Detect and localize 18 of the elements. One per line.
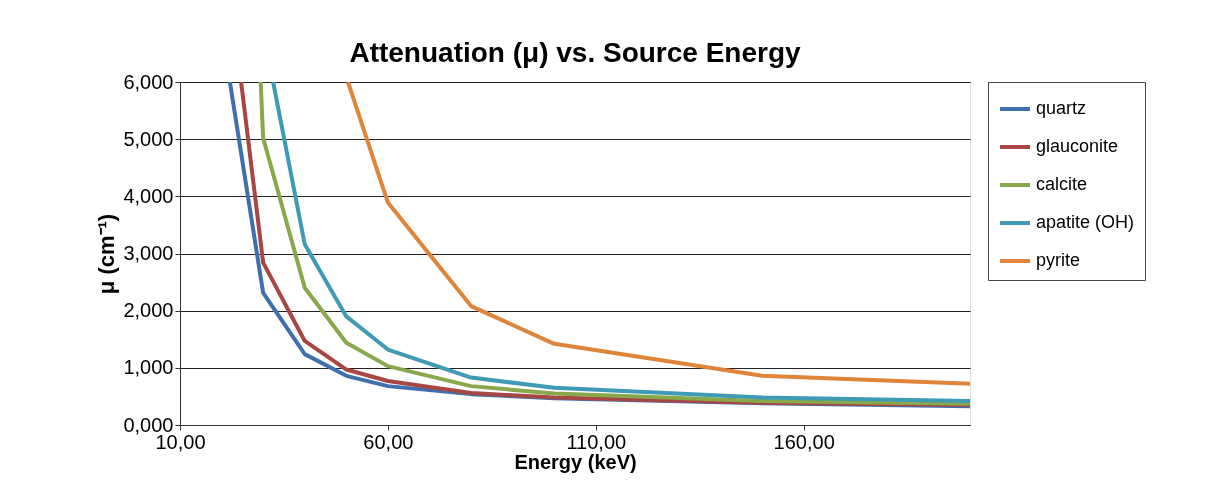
legend-label: quartz — [1036, 98, 1087, 118]
y-tick-label: 5,000 — [123, 127, 174, 150]
y-axis-title: μ (cm⁻¹) — [94, 213, 120, 295]
y-tick-label: 0,000 — [123, 413, 174, 436]
legend-label: glauconite — [1036, 136, 1119, 156]
x-tick-label: 60,00 — [363, 430, 414, 453]
legend-label: calcite — [1036, 174, 1088, 194]
x-tick-label: 110,00 — [566, 430, 627, 453]
y-tick-label: 4,000 — [123, 184, 174, 207]
chart-title: Attenuation (μ) vs. Source Energy — [349, 37, 802, 68]
y-tick-label: 6,000 — [123, 70, 174, 93]
line-series — [345, 82, 970, 386]
y-tick-label: 3,000 — [123, 242, 174, 264]
x-tick-label: 160,00 — [773, 430, 835, 453]
y-tick-label: 2,000 — [123, 299, 174, 322]
legend-label: apatite (OH) — [1036, 212, 1135, 232]
y-tick-label: 1,000 — [123, 356, 174, 379]
legend-label: pyrite — [1036, 250, 1081, 270]
